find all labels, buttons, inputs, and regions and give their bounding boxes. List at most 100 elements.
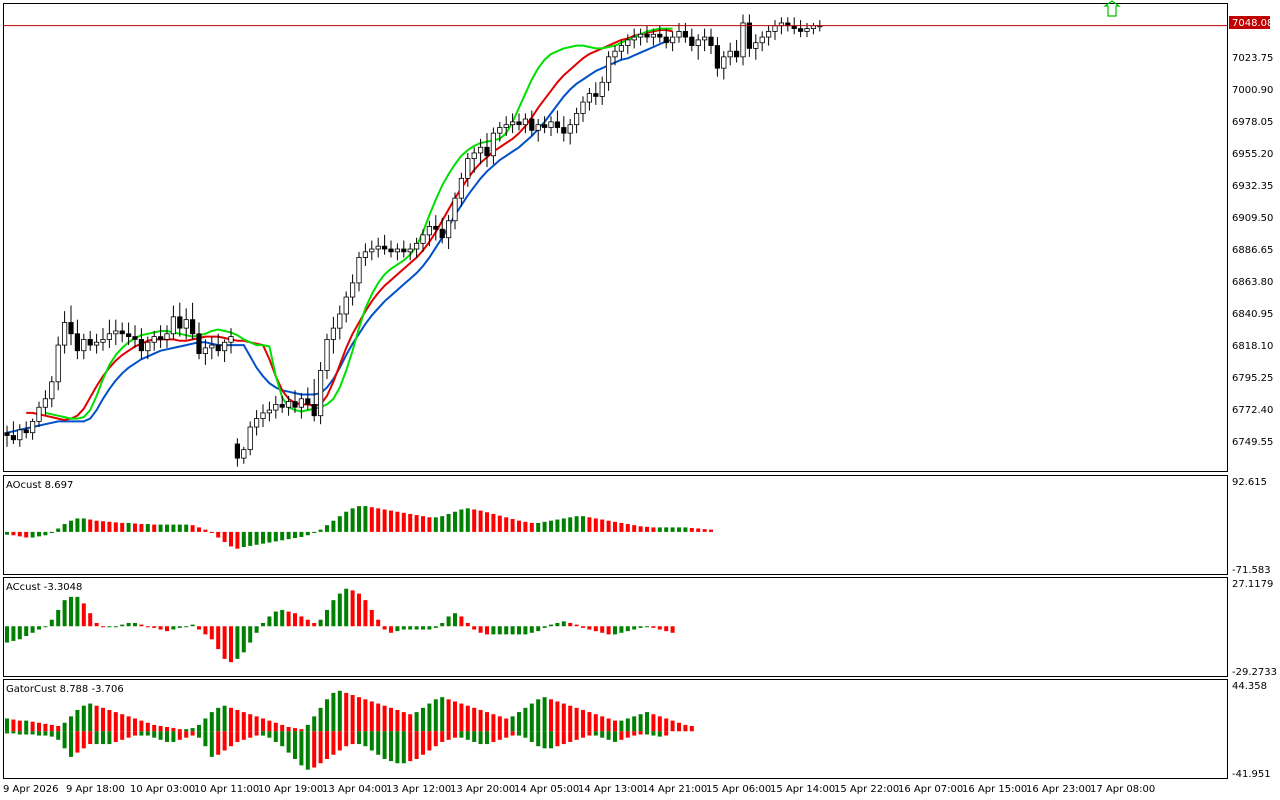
time-label: 10 Apr 11:00 [194,784,259,795]
gator-upper-bar [529,703,534,732]
candle-body [394,248,401,253]
gator-upper-bar [261,718,265,732]
ao-bar [171,524,176,532]
candle-body [452,197,458,222]
gator-upper-bar [536,699,541,732]
ao-label: AOcust 8.697 [6,480,73,491]
gator-lower-bar [606,731,611,740]
gator-upper-bar [197,724,201,732]
ac-bar [209,626,214,640]
gator-upper-bar [254,716,259,732]
gator-lower-bar [293,731,297,759]
ao-bar [280,531,285,541]
ao-bar [229,531,233,547]
gator-upper-bar [651,714,656,732]
candle-body [4,432,10,436]
gator-lower-bar [421,731,425,755]
gator-upper-bar [24,720,29,732]
candle-body [183,319,189,329]
gator-upper-bar [465,705,470,732]
gator-upper-bar [491,714,496,732]
ao-bar [331,520,336,532]
gator-lower-bar [318,731,323,764]
ao-bar [472,509,477,532]
ac-bar [126,622,131,627]
gator-lower-bar [235,731,240,742]
gator-lower-bar [49,731,54,737]
ac-bar [235,626,240,659]
ac-bar [645,626,649,628]
ao-bar [139,524,144,532]
gator-lower-bar [280,731,285,747]
ac-bar [625,626,630,632]
candle-body [542,124,548,128]
gator-lower-bar [254,731,259,736]
gator-upper-bar [664,718,669,732]
ao-bar [433,517,438,532]
ac-bar [549,624,553,627]
ao-bar [190,525,195,532]
gator-upper-bar [376,703,381,732]
candle-body [388,248,394,253]
candle-body [87,339,93,346]
candle-body [126,333,132,338]
ac-bar [11,626,16,641]
gator-upper-bar [337,690,342,732]
ao-bar [593,518,598,532]
gator-upper-bar [555,701,560,732]
gator-lower-bar [568,731,573,742]
gator-lower-bar [229,731,233,747]
candle-body [638,33,644,38]
gator-upper-bar [369,701,374,732]
candle-body [170,316,176,335]
gator-lower-bar [664,731,669,736]
candle-body [657,33,663,38]
gator-upper-bar [177,729,182,732]
candle-body [279,404,285,408]
time-label: 14 Apr 13:00 [578,784,643,795]
gator-upper-bar [305,724,310,732]
ac-bar [453,613,457,627]
gator-upper-bar [69,716,73,732]
ao-bar [465,508,470,532]
candle-body [522,118,529,126]
ac-bar [5,626,9,643]
ao-bar [133,523,137,532]
ac-bar [350,590,355,627]
ac-bar [619,626,624,633]
ac-bar [273,611,278,627]
ao-histogram [5,506,713,549]
gator-upper-bar [632,716,637,732]
candle-body [349,282,356,298]
ac-bar [497,626,502,635]
candle-body [612,50,618,58]
ao-bar [401,512,406,532]
ao-bar [267,531,272,543]
candle-body [42,398,49,408]
gator-lower-bar [203,731,208,747]
candle-body [439,228,445,239]
gator-upper-bar [216,707,221,732]
gator-upper-bar [382,705,387,732]
candle-body [599,81,605,97]
ao-bar [312,531,317,534]
ac-bar [337,593,342,627]
gator-upper-bar [30,721,35,732]
gator-upper-bar [203,718,208,732]
candle-body [484,146,490,157]
candle-body [663,36,669,44]
candle-body [266,409,273,414]
candle-body [426,226,433,236]
gator-lower-bar [376,731,381,755]
gator-lower-bar [613,731,617,742]
gator-lower-bar [350,731,355,745]
ac-bar [555,622,560,627]
gator-upper-bar [517,712,521,732]
candle-body [381,245,388,250]
gator-upper-bar [625,718,630,732]
gator-lower-bar [43,731,48,736]
price-plot[interactable] [4,14,823,467]
gator-lower-bar [177,731,182,740]
